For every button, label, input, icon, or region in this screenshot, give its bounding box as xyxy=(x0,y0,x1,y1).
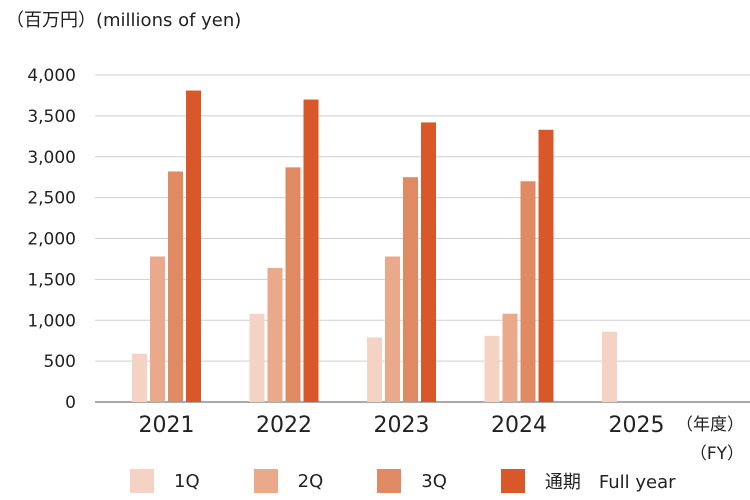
x-axis-fy-label: （年度） xyxy=(676,415,744,435)
y-tick-label: 1,000 xyxy=(27,311,76,331)
y-tick-label: 2,000 xyxy=(27,230,76,250)
bar xyxy=(285,167,301,402)
x-axis-fy-label: （FY） xyxy=(690,444,744,464)
bar xyxy=(132,353,147,402)
legend-item-1q: 1Q xyxy=(130,469,200,493)
y-tick-label: 0 xyxy=(65,393,76,413)
legend-item-2q: 2Q xyxy=(253,469,324,493)
legend-label-3q: 3Q xyxy=(421,470,447,492)
x-tick-label: 2021 xyxy=(139,413,195,438)
bar xyxy=(367,337,382,402)
x-tick-label: 2023 xyxy=(374,413,430,438)
x-tick-label: 2025 xyxy=(609,413,665,438)
bar-chart: 0 500 1,000 1,500 2,000 2,500 3,000 3,500 4,000 2… xyxy=(27,66,750,464)
bar xyxy=(502,313,518,402)
y-tick-label: 500 xyxy=(44,352,76,372)
x-tick-label: 2022 xyxy=(256,413,312,438)
y-axis-unit-label: （百万円）(millions of yen) xyxy=(6,10,242,31)
legend-label-1q: 1Q xyxy=(174,470,200,492)
bar xyxy=(385,256,400,402)
legend-swatch-1q xyxy=(130,469,154,493)
legend-swatch-3q xyxy=(377,469,402,493)
y-tick-label: 3,500 xyxy=(27,107,76,127)
y-tick-label: 4,000 xyxy=(27,66,76,86)
bar xyxy=(602,331,617,402)
bar xyxy=(421,122,436,402)
chart-legend: 1Q 2Q 3Q 通期 Full year xyxy=(130,468,676,494)
legend-swatch-full-year xyxy=(500,469,525,493)
bar xyxy=(403,177,418,402)
bar xyxy=(267,267,283,402)
y-tick-label: 2,500 xyxy=(27,189,76,209)
legend-label-2q: 2Q xyxy=(297,470,324,492)
legend-swatch-2q xyxy=(253,469,278,493)
bar xyxy=(520,181,536,402)
x-tick-label: 2024 xyxy=(491,413,547,438)
legend-label-full-year: 通期 Full year xyxy=(544,472,676,493)
bar xyxy=(538,129,554,402)
legend-item-3q: 3Q xyxy=(377,469,447,493)
bar xyxy=(150,256,165,402)
bar xyxy=(484,335,500,402)
y-tick-label: 1,500 xyxy=(27,270,76,290)
y-tick-label: 3,000 xyxy=(27,148,76,168)
legend-item-full-year: 通期 Full year xyxy=(500,468,676,494)
bar xyxy=(186,90,201,402)
bar xyxy=(303,99,319,403)
bar xyxy=(249,313,265,402)
bar xyxy=(168,171,183,402)
